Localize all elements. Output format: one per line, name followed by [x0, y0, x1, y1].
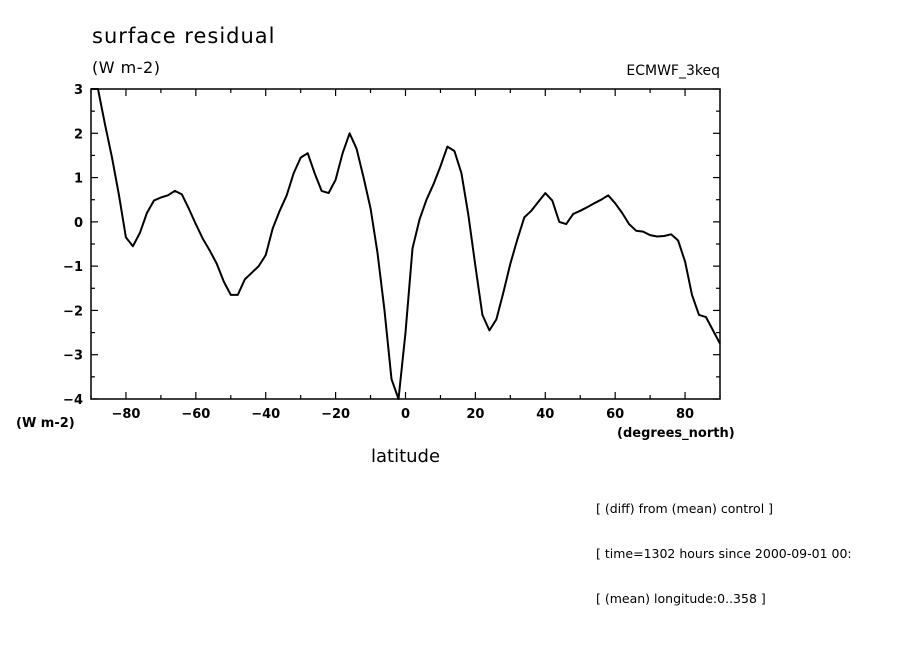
- y-tick-label: 3: [74, 83, 83, 98]
- model-label: ECMWF_3keq: [626, 63, 720, 79]
- metadata-notes: [ (diff) from (mean) control ] [ time=13…: [596, 471, 852, 621]
- y-tick-label: 0: [74, 216, 83, 231]
- x-tick-label: −80: [111, 407, 140, 422]
- x-tick-label: −40: [251, 407, 280, 422]
- note-line: [ (diff) from (mean) control ]: [596, 501, 774, 516]
- x-axis-title: latitude: [371, 446, 441, 467]
- x-tick-label: −20: [321, 407, 350, 422]
- x-tick-label: −60: [181, 407, 210, 422]
- y-tick-label: 2: [74, 127, 83, 142]
- plot-frame: [90, 88, 721, 400]
- y-axis-unit-label: (W m-2): [16, 416, 75, 431]
- y-tick-label: −4: [63, 393, 83, 408]
- chart-units: (W m-2): [92, 58, 161, 77]
- y-tick-label: 1: [74, 172, 83, 187]
- x-axis-unit-label: (degrees_north): [617, 426, 735, 441]
- x-tick-label: 80: [676, 407, 694, 422]
- note-line: [ (mean) longitude:0..358 ]: [596, 591, 766, 606]
- y-tick-label: −3: [63, 349, 83, 364]
- x-tick-label: 20: [466, 407, 484, 422]
- chart-title: surface residual: [92, 24, 276, 48]
- x-tick-label: 60: [606, 407, 624, 422]
- y-tick-label: −2: [63, 304, 83, 319]
- note-line: [ time=1302 hours since 2000-09-01 00:: [596, 546, 852, 561]
- x-tick-label: 40: [536, 407, 554, 422]
- y-tick-label: −1: [63, 260, 83, 275]
- x-tick-label: 0: [401, 407, 410, 422]
- series-line: [91, 88, 721, 400]
